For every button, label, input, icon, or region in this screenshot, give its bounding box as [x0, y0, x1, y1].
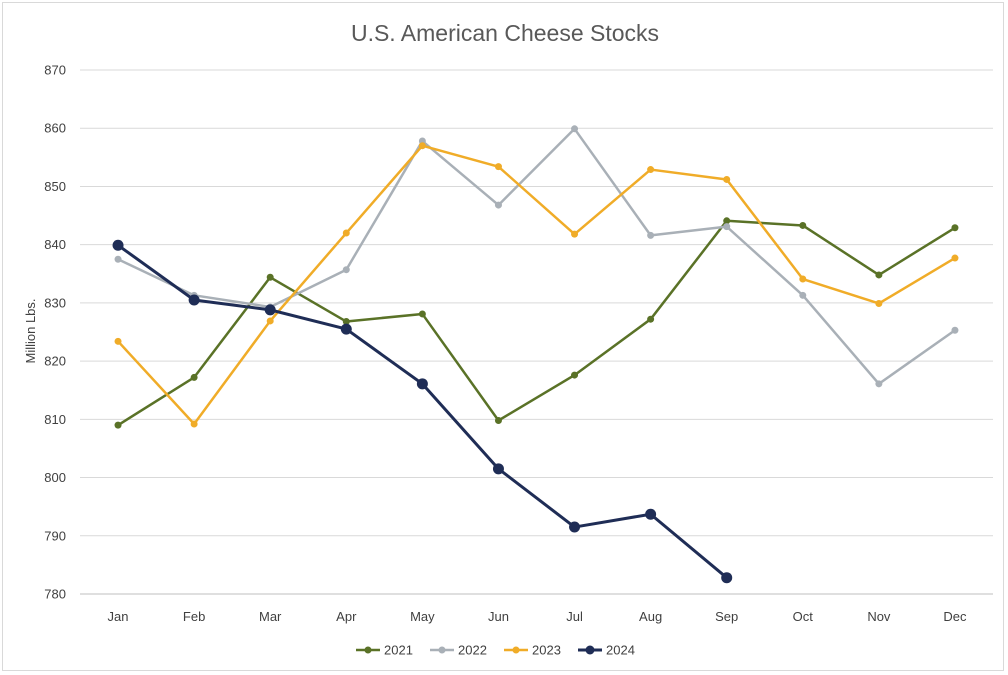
data-point: [875, 271, 883, 279]
y-tick-label: 820: [44, 354, 66, 369]
data-point: [188, 294, 200, 306]
y-tick-label: 800: [44, 470, 66, 485]
legend-marker: [585, 645, 595, 655]
data-point: [342, 229, 350, 237]
series-lines: [112, 125, 959, 584]
legend: 2021 2022 2023 2024: [356, 643, 635, 658]
y-tick-label: 870: [44, 63, 66, 78]
data-point: [114, 421, 122, 429]
data-point: [114, 255, 122, 263]
legend-item-2024: 2024: [578, 643, 635, 658]
x-tick-label: Jun: [488, 609, 509, 624]
data-point: [418, 142, 426, 150]
legend-item-2023: 2023: [504, 643, 561, 658]
x-tick-label: Sep: [715, 609, 738, 624]
y-tick-label: 810: [44, 412, 66, 427]
series-line: [117, 127, 956, 386]
data-point: [190, 373, 198, 381]
data-point: [723, 217, 731, 225]
data-point: [647, 231, 655, 239]
series-2024: [112, 239, 733, 584]
series-2022: [114, 125, 959, 388]
y-tick-label: 780: [44, 587, 66, 602]
x-tick-label: Jul: [566, 609, 583, 624]
data-point: [951, 224, 959, 232]
data-point: [342, 318, 350, 326]
legend-item-2021: 2021: [356, 643, 413, 658]
legend-item-2022: 2022: [430, 643, 487, 658]
data-point: [264, 304, 276, 316]
data-point: [190, 420, 198, 428]
legend-label: 2022: [458, 643, 487, 658]
x-tick-label: Oct: [793, 609, 814, 624]
data-point: [875, 299, 883, 307]
y-tick-label: 860: [44, 121, 66, 136]
series-line: [117, 244, 728, 579]
y-tick-label: 790: [44, 528, 66, 543]
data-point: [723, 175, 731, 183]
x-tick-label: Feb: [183, 609, 205, 624]
data-point: [494, 201, 502, 209]
data-point: [571, 371, 579, 379]
data-point: [799, 291, 807, 299]
data-point: [342, 266, 350, 274]
data-point: [645, 508, 657, 520]
legend-marker: [438, 646, 446, 654]
data-point: [571, 230, 579, 238]
data-point: [494, 416, 502, 424]
data-point: [114, 337, 122, 345]
series-line: [117, 219, 956, 427]
gridlines: [80, 69, 993, 595]
x-tick-label: Dec: [943, 609, 967, 624]
legend-label: 2024: [606, 643, 635, 658]
legend-label: 2021: [384, 643, 413, 658]
data-point: [418, 310, 426, 318]
data-point: [340, 323, 352, 335]
x-tick-label: Mar: [259, 609, 282, 624]
data-point: [416, 378, 428, 390]
y-tick-label: 850: [44, 179, 66, 194]
data-point: [721, 572, 733, 584]
x-tick-labels: Jan Feb Mar Apr May Jun Jul Aug Sep Oct Nov Dec: [108, 609, 967, 624]
data-point: [647, 166, 655, 174]
series-2023: [114, 142, 959, 428]
data-point: [951, 326, 959, 334]
data-point: [799, 221, 807, 229]
series-2021: [114, 217, 959, 429]
data-point: [494, 163, 502, 171]
data-point: [723, 223, 731, 231]
data-point: [112, 239, 124, 251]
data-point: [799, 275, 807, 283]
data-point: [647, 315, 655, 323]
x-tick-label: Jan: [108, 609, 129, 624]
legend-marker: [364, 646, 372, 654]
y-tick-labels: 780 790 800 810 820 830 840 850 860 870: [44, 63, 66, 602]
data-point: [875, 380, 883, 388]
y-axis-label: Million Lbs.: [23, 298, 38, 363]
data-point: [266, 317, 274, 325]
data-point: [571, 125, 579, 133]
data-point: [266, 273, 274, 281]
legend-marker: [512, 646, 520, 654]
legend-label: 2023: [532, 643, 561, 658]
series-line: [117, 144, 956, 426]
y-tick-label: 830: [44, 295, 66, 310]
x-tick-label: Apr: [336, 609, 357, 624]
data-point: [492, 463, 504, 475]
data-point: [569, 521, 581, 533]
y-tick-label: 840: [44, 237, 66, 252]
x-tick-label: Aug: [639, 609, 662, 624]
data-point: [951, 254, 959, 262]
x-tick-label: May: [410, 609, 435, 624]
chart-title: U.S. American Cheese Stocks: [351, 20, 659, 46]
x-tick-label: Nov: [867, 609, 891, 624]
